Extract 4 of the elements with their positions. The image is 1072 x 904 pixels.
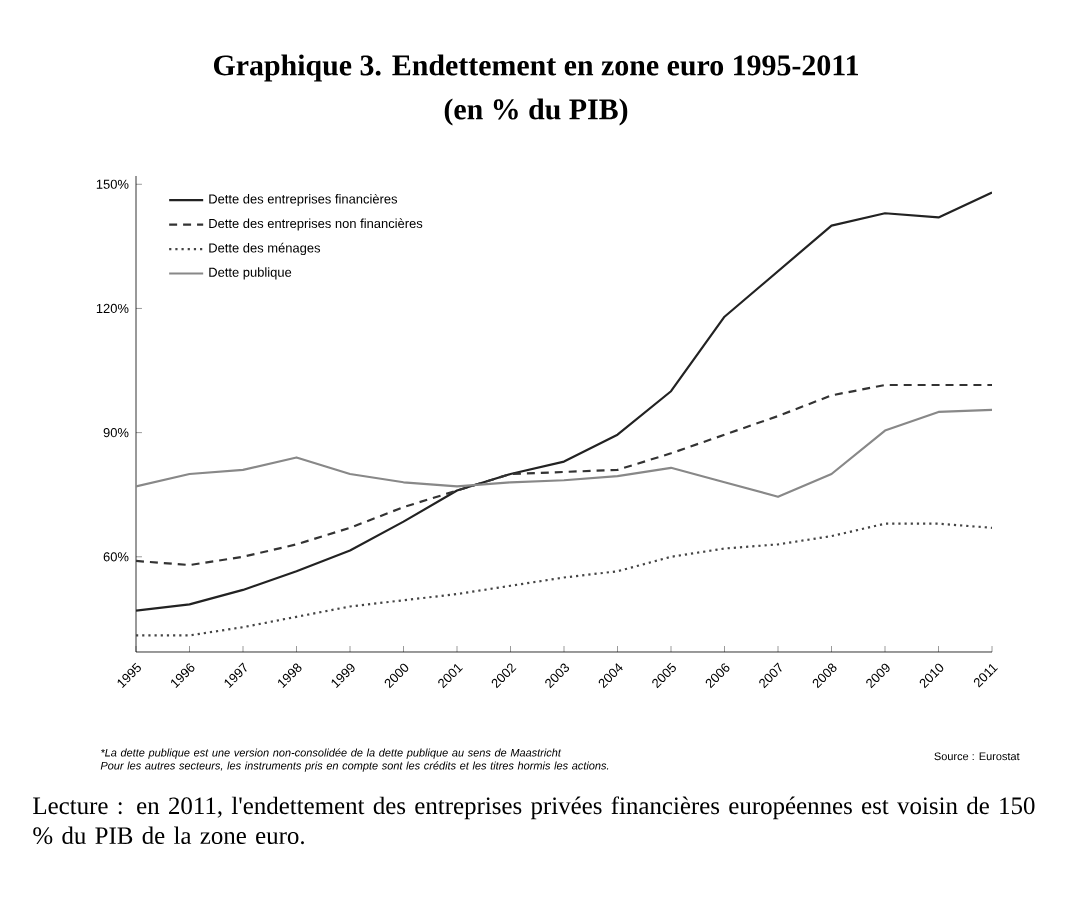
text: Lecture : en 2011, l'endettement des entreprises privées financières européennes est voisin de 150 % du PIB de la zone euro. [33, 796, 1035, 845]
line-series [136, 408, 993, 498]
chart-subtitle: (en % du PIB) [444, 98, 628, 126]
chart-title: Graphique 3. Endettement en zone euro 1995-2011 [213, 54, 859, 82]
